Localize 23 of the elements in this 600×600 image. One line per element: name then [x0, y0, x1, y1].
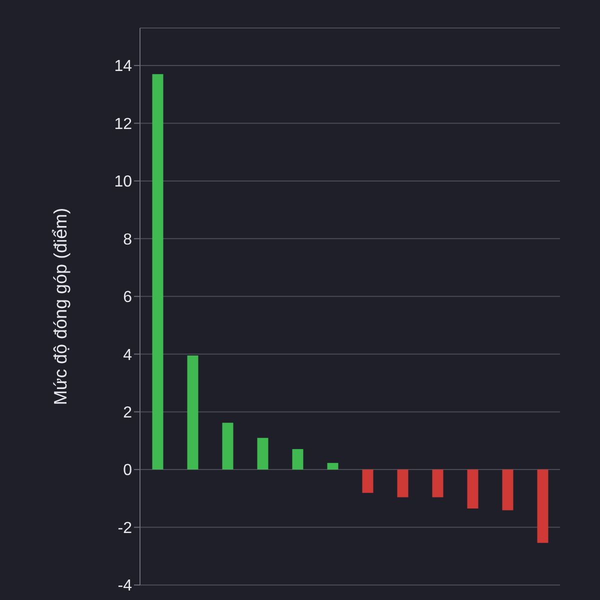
- bar: [432, 470, 444, 498]
- bar: [292, 449, 304, 470]
- bar: [327, 462, 338, 470]
- bar: [362, 470, 374, 493]
- bar: [152, 74, 164, 470]
- y-axis-title: Mức độ đóng góp (điểm): [50, 208, 70, 406]
- bar: [467, 470, 478, 509]
- y-tick-label: 10: [114, 174, 132, 191]
- bar: [537, 470, 548, 543]
- y-tick-label: 4: [123, 346, 132, 364]
- y-tick-label: 12: [114, 116, 132, 133]
- bar: [502, 470, 514, 510]
- bar: [187, 356, 198, 470]
- bar: [222, 422, 234, 470]
- y-tick-label: -4: [118, 578, 132, 595]
- y-tick-label: 14: [114, 58, 132, 76]
- y-tick-label: -2: [118, 520, 132, 537]
- y-tick-label: 0: [123, 462, 132, 480]
- bar: [397, 470, 408, 498]
- y-tick-label: 8: [123, 231, 132, 248]
- y-tick-label: 6: [123, 289, 132, 306]
- y-tick-label: 2: [123, 404, 132, 422]
- bar: [257, 438, 268, 470]
